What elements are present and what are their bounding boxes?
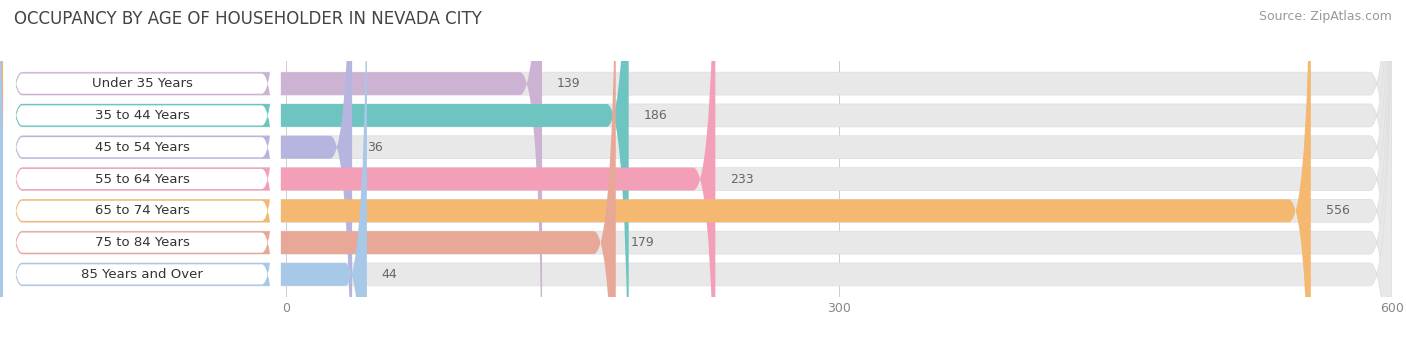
Text: 36: 36 <box>367 141 382 154</box>
Text: 139: 139 <box>557 77 581 90</box>
FancyBboxPatch shape <box>0 0 1310 341</box>
Text: 45 to 54 Years: 45 to 54 Years <box>94 141 190 154</box>
FancyBboxPatch shape <box>0 0 716 341</box>
FancyBboxPatch shape <box>4 0 280 341</box>
Text: 65 to 74 Years: 65 to 74 Years <box>94 204 190 217</box>
FancyBboxPatch shape <box>0 0 543 341</box>
FancyBboxPatch shape <box>4 0 280 341</box>
Text: 35 to 44 Years: 35 to 44 Years <box>94 109 190 122</box>
Text: OCCUPANCY BY AGE OF HOUSEHOLDER IN NEVADA CITY: OCCUPANCY BY AGE OF HOUSEHOLDER IN NEVAD… <box>14 10 482 28</box>
Text: 233: 233 <box>730 173 754 186</box>
FancyBboxPatch shape <box>4 0 280 341</box>
Text: 85 Years and Over: 85 Years and Over <box>82 268 202 281</box>
FancyBboxPatch shape <box>4 0 280 341</box>
Text: 44: 44 <box>381 268 398 281</box>
Text: 186: 186 <box>644 109 668 122</box>
FancyBboxPatch shape <box>0 0 616 341</box>
Text: Source: ZipAtlas.com: Source: ZipAtlas.com <box>1258 10 1392 23</box>
FancyBboxPatch shape <box>0 0 628 341</box>
Text: 556: 556 <box>1326 204 1350 217</box>
FancyBboxPatch shape <box>0 0 367 341</box>
FancyBboxPatch shape <box>0 0 352 341</box>
FancyBboxPatch shape <box>4 0 280 341</box>
Text: 179: 179 <box>630 236 654 249</box>
Text: 55 to 64 Years: 55 to 64 Years <box>94 173 190 186</box>
Text: 75 to 84 Years: 75 to 84 Years <box>94 236 190 249</box>
FancyBboxPatch shape <box>4 0 280 341</box>
FancyBboxPatch shape <box>4 0 280 341</box>
Text: Under 35 Years: Under 35 Years <box>91 77 193 90</box>
